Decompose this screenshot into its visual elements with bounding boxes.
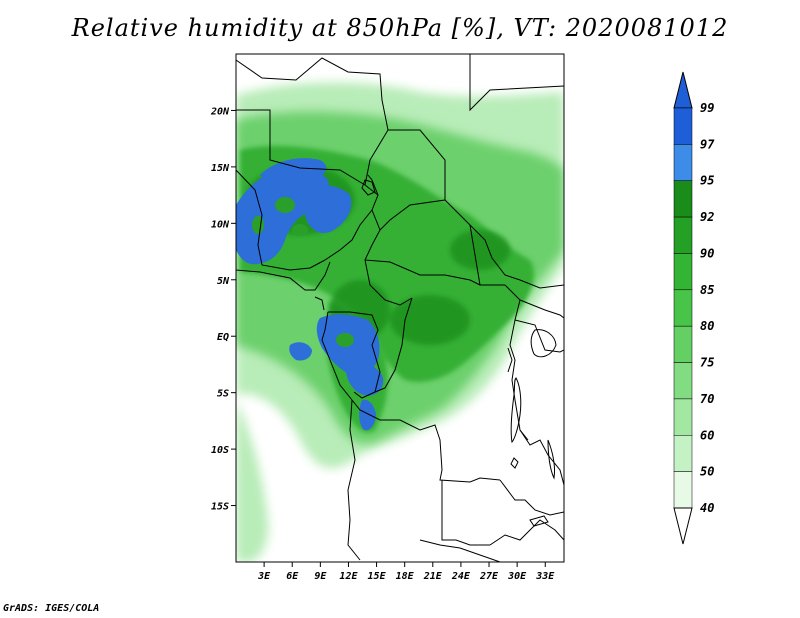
lon-tick-label: 18E (396, 571, 415, 582)
lon-tick-label: 6E (286, 571, 299, 582)
map-title: Relative humidity at 850hPa [%], VT: 202… (71, 14, 729, 42)
lakes (361, 179, 557, 527)
lon-tick-label: 12E (339, 571, 358, 582)
lat-axis: 20N 15N 10N 5N EQ 5S 10S 15S (210, 106, 236, 513)
colorbar-segment (673, 362, 693, 400)
colorbar-bottom-arrow (673, 507, 693, 545)
colorbar-label: 75 (700, 356, 714, 370)
lon-tick-label: 3E (257, 571, 271, 582)
lat-tick-label: 5S (217, 389, 229, 400)
colorbar-label: 80 (700, 319, 714, 333)
lon-tick-label: 27E (479, 571, 499, 582)
colorbar-label: 50 (700, 465, 714, 479)
colorbar-segment (673, 325, 693, 363)
colorbar-segment (673, 107, 693, 145)
lon-tick-label: 15E (368, 571, 387, 582)
colorbar-label: 70 (700, 392, 714, 406)
lat-tick-label: 10N (211, 219, 230, 230)
colorbar-label: 90 (700, 246, 714, 260)
lon-tick-label: 9E (314, 571, 327, 582)
lat-tick-label: 10S (211, 445, 229, 456)
grads-credit: GrADS: IGES/COLA (3, 603, 100, 614)
colorbar-segment (673, 289, 693, 327)
lon-axis: 3E 6E 9E 12E 15E 18E 21E 24E 27E 30E 33E (257, 562, 555, 582)
lat-tick-label: EQ (217, 332, 229, 343)
colorbar-label: 92 (700, 210, 714, 224)
colorbar-label: 40 (700, 501, 714, 515)
lon-tick-label: 24E (451, 571, 471, 582)
colorbar-segment (673, 180, 693, 218)
colorbar-label: 85 (700, 283, 714, 297)
country-borders (236, 54, 564, 562)
colorbar: 99 97 95 92 90 85 80 75 70 60 50 40 (673, 71, 715, 545)
colorbar-segment (673, 471, 693, 509)
lat-tick-label: 15S (211, 502, 229, 513)
plot-frame (235, 53, 565, 563)
colorbar-label: 99 (700, 101, 714, 115)
colorbar-segment (673, 253, 693, 291)
humidity-field (236, 54, 564, 562)
colorbar-segment (673, 435, 693, 472)
colorbar-segment (673, 216, 693, 254)
lat-tick-label: 5N (217, 276, 230, 287)
lon-tick-label: 30E (507, 571, 527, 582)
lat-tick-label: 20N (210, 106, 230, 117)
colorbar-label: 95 (700, 174, 714, 188)
colorbar-label: 60 (700, 428, 714, 442)
colorbar-top-arrow (673, 71, 693, 109)
colorbar-segment (673, 144, 693, 181)
colorbar-segment (673, 398, 693, 436)
lon-tick-label: 33E (535, 571, 555, 582)
lat-tick-label: 15N (211, 163, 230, 174)
lon-tick-label: 21E (423, 571, 443, 582)
colorbar-label: 97 (700, 137, 715, 151)
